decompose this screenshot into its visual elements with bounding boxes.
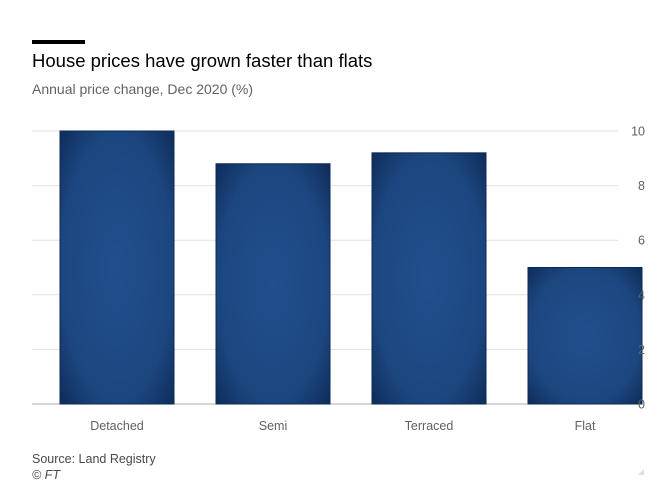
x-axis-tick-labels: Detached Semi Terraced Flat [90, 419, 596, 433]
source-note: Source: Land Registry [32, 452, 156, 466]
x-tick-label: Terraced [405, 419, 454, 433]
bars [59, 130, 643, 405]
y-tick-label: 10 [631, 125, 645, 139]
y-axis-tick-labels: 0 2 4 6 8 10 [631, 125, 645, 412]
bar-semi [215, 163, 331, 405]
resize-corner-icon [638, 469, 644, 475]
x-tick-label: Detached [90, 419, 144, 433]
y-tick-label: 0 [638, 398, 645, 412]
bar-flat [527, 267, 643, 405]
bar-detached [59, 130, 175, 405]
copyright-note: © FT [32, 468, 60, 482]
y-tick-label: 2 [638, 343, 645, 357]
x-tick-label: Flat [575, 419, 596, 433]
chart-title: House prices have grown faster than flat… [32, 50, 373, 71]
chart-subtitle: Annual price change, Dec 2020 (%) [32, 81, 254, 97]
x-tick-label: Semi [259, 419, 287, 433]
title-accent-rule [32, 40, 85, 44]
y-tick-label: 8 [638, 179, 645, 193]
bar-terraced [371, 152, 487, 405]
y-tick-label: 6 [638, 234, 645, 248]
y-tick-label: 4 [638, 288, 645, 302]
